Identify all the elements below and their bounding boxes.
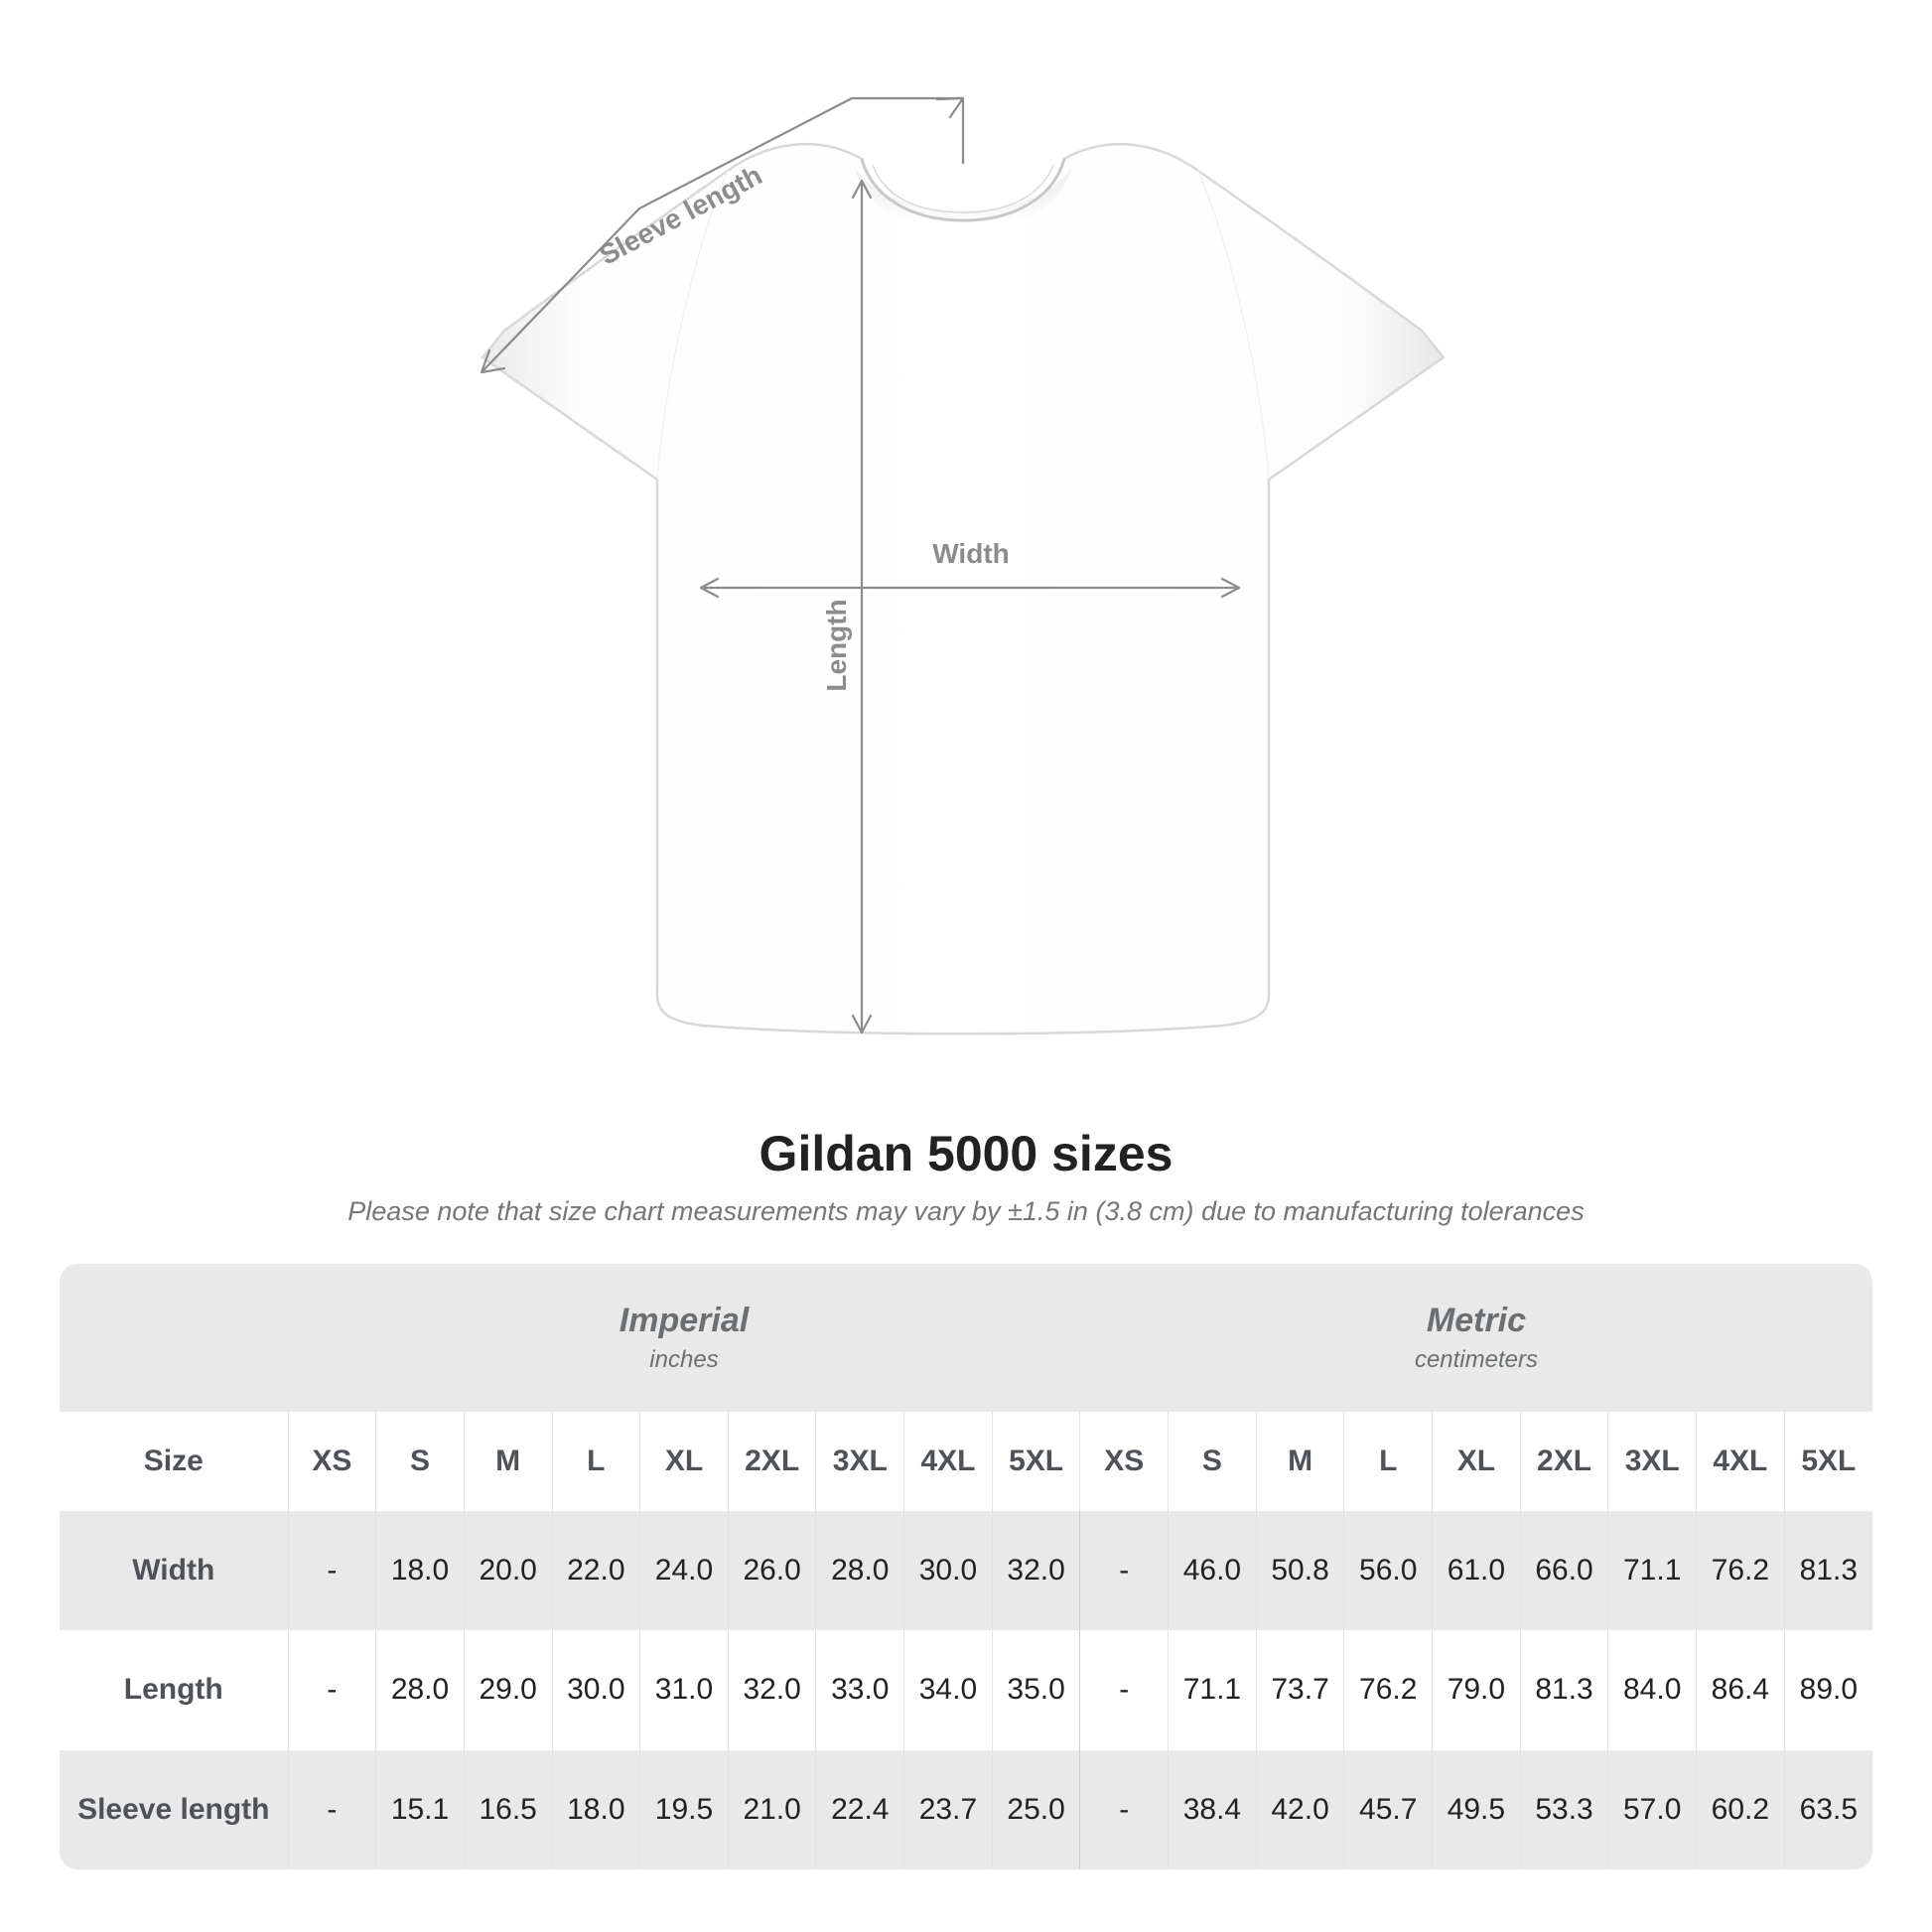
svg-text:Length: Length — [821, 599, 852, 691]
svg-text:Width: Width — [932, 538, 1010, 569]
